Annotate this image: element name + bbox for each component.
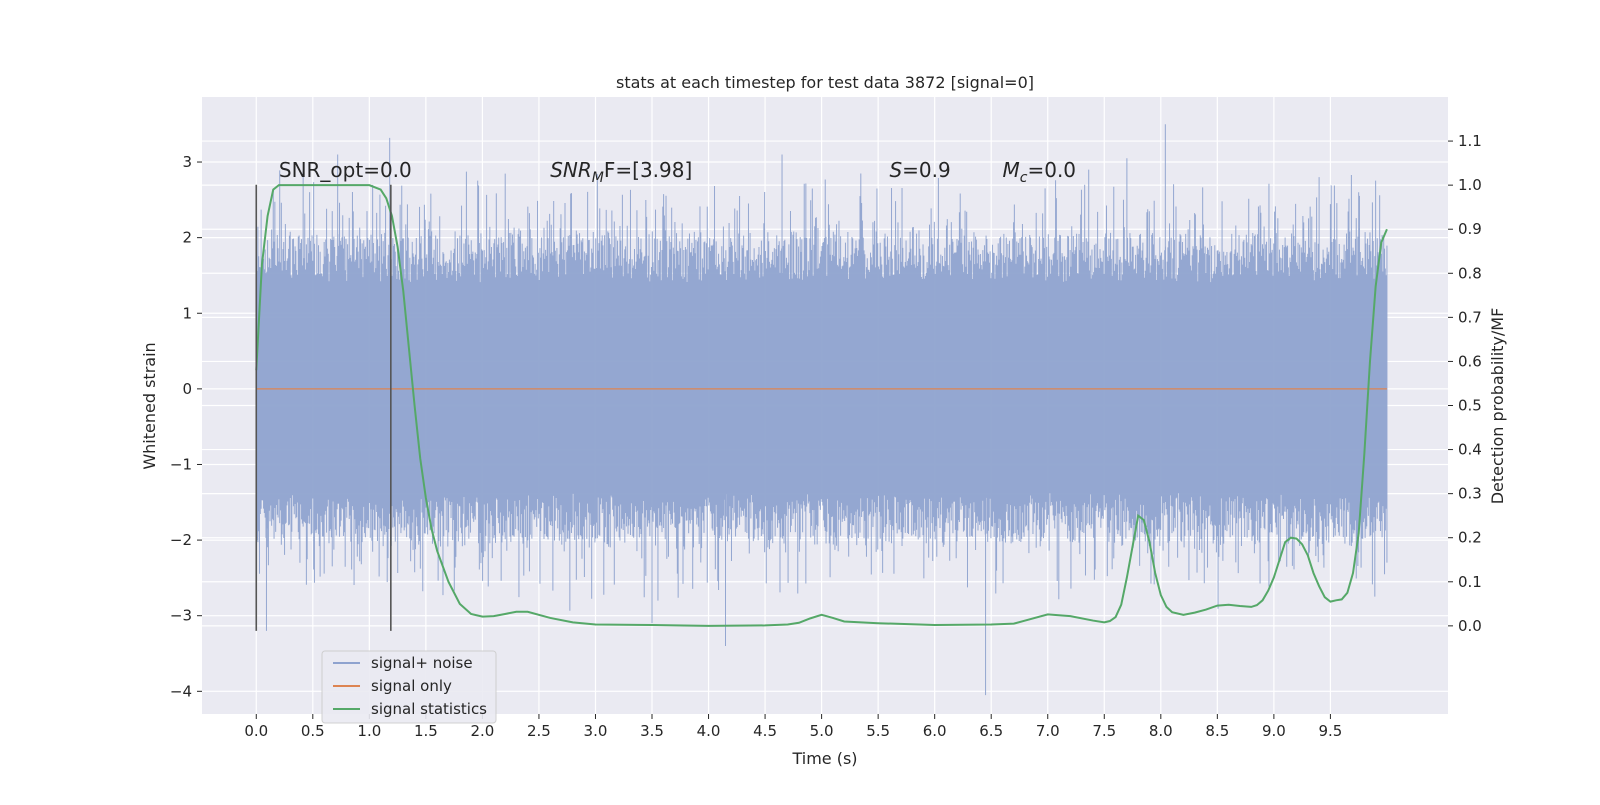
legend-label-signal-plus-noise: signal+ noise xyxy=(371,654,473,672)
x-tick-label: 1.0 xyxy=(357,722,381,740)
legend: signal+ noise signal only signal statist… xyxy=(321,650,497,724)
x-tick-label: 5.5 xyxy=(866,722,890,740)
y-right-tick-label: 1.1 xyxy=(1458,132,1482,150)
x-tick-label: 2.0 xyxy=(470,722,494,740)
y-left-tick-label: 2 xyxy=(182,229,192,247)
y-left-tick-label: −1 xyxy=(170,455,192,473)
y-right-tick-label: 0.7 xyxy=(1458,308,1482,326)
x-tick-label: 9.0 xyxy=(1262,722,1286,740)
y-right-tick-label: 0.4 xyxy=(1458,441,1482,459)
x-tick-label: 6.5 xyxy=(979,722,1003,740)
y-right-tick-label: 0.3 xyxy=(1458,485,1482,503)
x-tick-label: 4.5 xyxy=(753,722,777,740)
y-left-tick-label: 3 xyxy=(182,153,192,171)
y-left-tick-label: −3 xyxy=(170,607,192,625)
x-tick-label: 8.0 xyxy=(1149,722,1173,740)
y-right-tick-label: 0.8 xyxy=(1458,264,1482,282)
y-right-tick-label: 0.6 xyxy=(1458,352,1482,370)
legend-box xyxy=(321,650,497,724)
y-left-tick-label: 0 xyxy=(182,380,192,398)
chart-title: stats at each timestep for test data 387… xyxy=(616,73,1034,92)
signal-statistics-line xyxy=(255,184,1388,627)
vertical-markers xyxy=(255,184,392,631)
ticks: 0.0 0.5 1.0 1.5 2.0 2.5 3.0 3.5 4.0 4.5 5.0 5.5 6.0 6… xyxy=(170,132,1482,740)
x-tick-label: 7.5 xyxy=(1092,722,1116,740)
legend-label-signal-only: signal only xyxy=(371,677,452,695)
x-tick-label: 2.5 xyxy=(527,722,551,740)
y-axis-label-left: Whitened strain xyxy=(140,342,159,469)
x-tick-label: 3.5 xyxy=(640,722,664,740)
y-left-tick-label: 1 xyxy=(182,304,192,322)
y-left-tick-label: −2 xyxy=(170,531,192,549)
annotations: SNR_opt=0.0 SNRMF=[3.98] S=0.9 Mc=0.0 xyxy=(279,158,1076,186)
x-tick-label: 8.5 xyxy=(1205,722,1229,740)
y-right-tick-label: 0.1 xyxy=(1458,573,1482,591)
x-tick-label: 0.0 xyxy=(244,722,268,740)
legend-label-signal-statistics: signal statistics xyxy=(371,700,487,718)
annotation-text: Mc=0.0 xyxy=(1003,158,1077,186)
lines-layer xyxy=(255,184,1388,627)
y-right-tick-label: 0.9 xyxy=(1458,220,1482,238)
y-right-tick-label: 0.5 xyxy=(1458,397,1482,415)
y-right-tick-label: 0.2 xyxy=(1458,529,1482,547)
annotation-text: SNR_opt=0.0 xyxy=(279,158,412,182)
y-right-tick-label: 1.0 xyxy=(1458,176,1482,194)
x-tick-label: 4.0 xyxy=(697,722,721,740)
y-left-tick-label: −4 xyxy=(170,682,192,700)
x-tick-label: 6.0 xyxy=(923,722,947,740)
y-right-tick-label: 0.0 xyxy=(1458,617,1482,635)
x-tick-label: 3.0 xyxy=(584,722,608,740)
annotation-text: S=0.9 xyxy=(889,158,950,182)
x-axis-label: Time (s) xyxy=(791,749,857,768)
x-tick-label: 0.5 xyxy=(301,722,325,740)
x-tick-label: 9.5 xyxy=(1318,722,1342,740)
annotation-text: SNRMF=[3.98] xyxy=(550,158,692,186)
y-axis-label-right: Detection probability/MF xyxy=(1488,308,1507,505)
x-tick-label: 5.0 xyxy=(810,722,834,740)
x-tick-label: 1.5 xyxy=(414,722,438,740)
x-tick-label: 7.0 xyxy=(1036,722,1060,740)
